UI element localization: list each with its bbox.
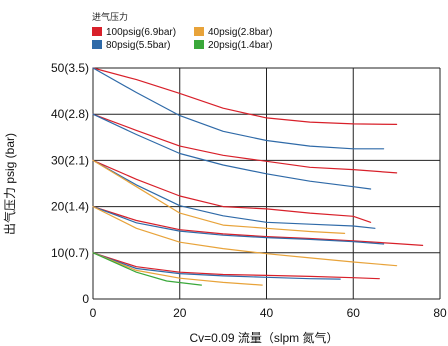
legend-entry: 40psig(2.8bar) — [208, 27, 272, 38]
series-line — [92, 206, 385, 245]
x-tick-label: 0 — [90, 306, 97, 320]
legend-entry: 80psig(5.5bar) — [106, 40, 170, 51]
series-line — [92, 67, 398, 125]
legend-swatch — [194, 27, 204, 36]
series-line — [92, 252, 380, 280]
series-line — [92, 67, 385, 150]
legend-swatch — [194, 40, 204, 49]
series-line — [92, 159, 346, 234]
x-tick-label: 60 — [347, 306, 361, 320]
series-line — [92, 159, 376, 229]
legend-entry: 100psig(6.9bar) — [106, 27, 176, 38]
legend-swatch — [92, 40, 102, 49]
series-line — [92, 159, 372, 223]
y-tick-label: 30(2.1) — [51, 153, 89, 167]
legend: 进气压力 100psig(6.9bar) 40psig(2.8bar) 80psig… — [92, 11, 272, 51]
series-line — [92, 252, 263, 286]
legend-entry: 20psig(1.4bar) — [208, 40, 272, 51]
series-line — [92, 113, 398, 174]
series-line — [92, 252, 202, 286]
x-axis-label: Cv=0.09 流量（slpm 氮气） — [189, 330, 338, 345]
legend-swatch — [92, 27, 102, 36]
y-tick-label: 10(0.7) — [51, 246, 89, 260]
y-axis-label: 出气压力 psig (bar) — [2, 133, 17, 235]
series-line — [92, 113, 372, 190]
series-line — [92, 206, 424, 246]
grid — [92, 67, 441, 300]
y-tick-label: 0 — [82, 292, 89, 306]
y-tick-label: 20(1.4) — [51, 200, 89, 214]
series-line — [92, 206, 398, 267]
y-axis-ticks: 0 10(0.7) 20(1.4) 30(2.1) 40(2.8) 50(3.5) — [51, 61, 89, 306]
y-tick-label: 40(2.8) — [51, 107, 89, 121]
series-line — [92, 252, 341, 280]
x-tick-label: 80 — [433, 306, 447, 320]
series-lines — [92, 67, 424, 286]
x-tick-label: 40 — [260, 306, 274, 320]
x-tick-label: 20 — [173, 306, 187, 320]
x-axis-ticks: 0 20 40 60 80 — [90, 306, 447, 320]
y-tick-label: 50(3.5) — [51, 61, 89, 75]
legend-title: 进气压力 — [92, 11, 128, 22]
